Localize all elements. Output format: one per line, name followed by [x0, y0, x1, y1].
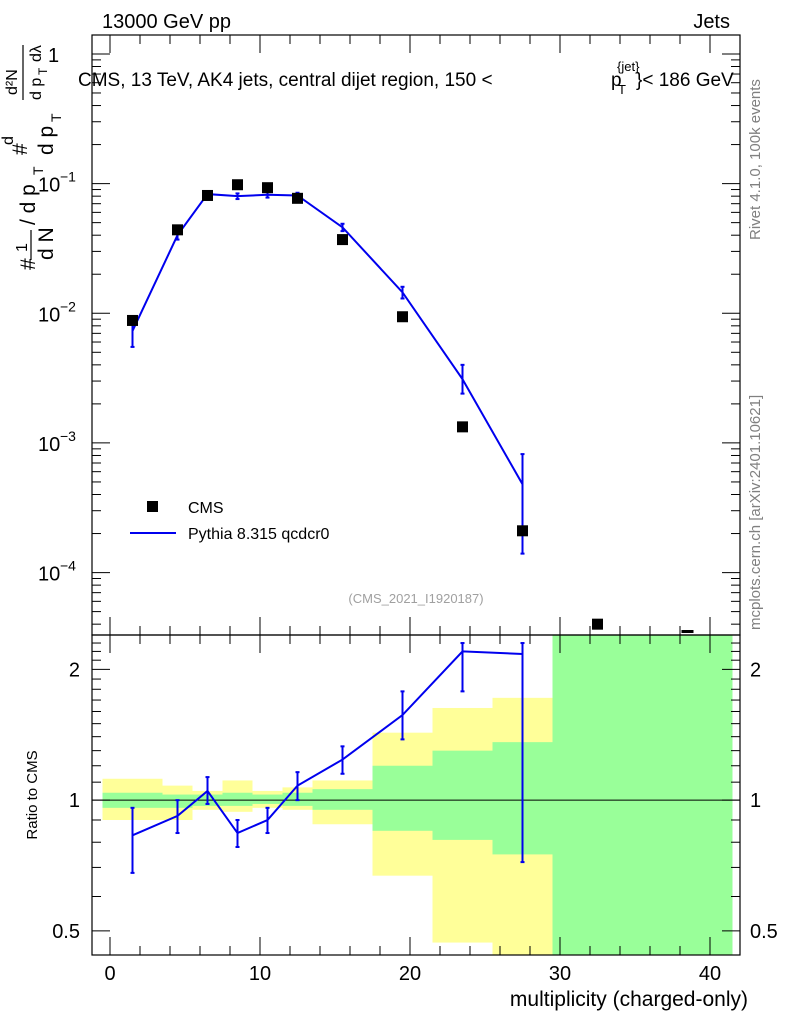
svg-text:T: T: [48, 113, 64, 122]
ratio-panel-ticks: [92, 642, 740, 932]
title-p: p: [611, 70, 622, 91]
data-point: [127, 314, 138, 326]
ratio-ytick-label-right: 2: [750, 659, 761, 681]
stat-band-6: [312, 789, 373, 810]
xtick-label: 40: [699, 963, 721, 985]
data-point: [292, 192, 303, 204]
mc-main-line: [131, 193, 524, 485]
title-tail: }< 186 GeV: [636, 70, 734, 91]
xtick-label: 10: [249, 963, 271, 985]
data-point: [397, 311, 408, 323]
legend-data-marker: [147, 501, 158, 512]
xtick-label: 20: [399, 963, 421, 985]
tick-labels: 10−110−210−310 −412 21 10.5 0.50 10 20 30 40: [38, 45, 778, 985]
svg-text:1: 1: [14, 243, 31, 252]
main-ytick-label: 10: [38, 304, 60, 326]
svg-text:d p: d p: [28, 78, 45, 100]
svg-text:/ d p: / d p: [17, 184, 40, 225]
legend: CMS Pythia 8.315 qcdcr0: [130, 500, 330, 543]
chart-title: CMS, 13 TeV, AK4 jets, central dijet reg…: [78, 59, 734, 97]
header-right-label: Jets: [693, 11, 730, 33]
main-ytick-exponent: −2: [60, 298, 76, 314]
data-point: [172, 224, 183, 236]
svg-text:dλ: dλ: [28, 45, 45, 62]
title-sub: T: [618, 82, 626, 97]
title-main: CMS, 13 TeV, AK4 jets, central dijet reg…: [78, 70, 493, 91]
data-point: [232, 179, 243, 191]
main-panel-ticks: [92, 53, 740, 625]
main-ytick-label-one: 1: [48, 45, 59, 67]
legend-mc-label: Pythia 8.315 qcdcr0: [188, 526, 330, 543]
main-ytick-exponent: −1: [60, 169, 76, 185]
xtick-label: 30: [549, 963, 571, 985]
ratio-ytick-label-left: 0.5: [52, 921, 80, 943]
svg-text:#: #: [17, 258, 40, 270]
svg-text:T: T: [36, 67, 50, 75]
svg-text:d²N: d²N: [4, 69, 21, 95]
main-ytick-exponent: −3: [60, 428, 76, 444]
x-axis-label: multiplicity (charged-only): [510, 988, 748, 1011]
svg-text:d: d: [0, 136, 17, 145]
data-point: [202, 189, 213, 201]
mcplots-label: mcplots.cern.ch [arXiv:2401.10621]: [747, 395, 764, 630]
main-ytick-label: 10: [38, 564, 60, 586]
data-point: [517, 525, 528, 537]
data-point: [262, 182, 273, 194]
data-series-main: [127, 179, 603, 630]
main-ytick-label: 10: [38, 175, 60, 197]
svg-text:T: T: [30, 166, 46, 175]
ratio-ytick-label-left: 2: [69, 659, 80, 681]
mc-ratio-line: [132, 650, 523, 837]
data-overflow-markers: [681, 630, 694, 633]
ratio-uncertainty-bands: [102, 635, 733, 955]
main-y-axis-label: # 1 d N / d p T # d d p T d²N d p T dλ: [0, 45, 64, 270]
stat-band-10: [552, 635, 733, 955]
data-point: [592, 618, 603, 630]
svg-text:d N: d N: [35, 227, 58, 260]
ratio-ytick-label-right: 0.5: [750, 921, 778, 943]
legend-data-label: CMS: [188, 500, 224, 517]
data-point: [457, 421, 468, 433]
ratio-ytick-label-right: 1: [750, 790, 761, 812]
stat-band-3: [222, 792, 253, 806]
main-panel-frame: [91, 34, 741, 636]
main-ytick-label: 10: [38, 434, 60, 456]
svg-text:#: #: [9, 143, 32, 155]
ratio-y-axis-label: Ratio to CMS: [24, 750, 41, 839]
title-sup: {jet}: [617, 59, 640, 74]
svg-text:d p: d p: [35, 126, 58, 155]
rivet-version-label: Rivet 4.1.0, 100k events: [747, 79, 764, 240]
ratio-ytick-label-left: 1: [69, 790, 80, 812]
xtick-label: 0: [104, 963, 115, 985]
mc-series-ratio: [130, 642, 525, 874]
header-left-label: 13000 GeV pp: [102, 11, 231, 33]
stat-band-8: [432, 750, 493, 840]
data-overflow-point: [681, 630, 694, 633]
stat-band-7: [372, 765, 433, 831]
data-point: [337, 234, 348, 246]
stat-band-4: [252, 794, 283, 804]
x-axis-ticks: [109, 35, 741, 955]
mc-series-main: [130, 190, 525, 555]
main-ytick-exponent: −4: [60, 558, 76, 574]
analysis-tag: (CMS_2021_I1920187): [348, 591, 483, 606]
ratio-panel-frame: [91, 634, 741, 956]
